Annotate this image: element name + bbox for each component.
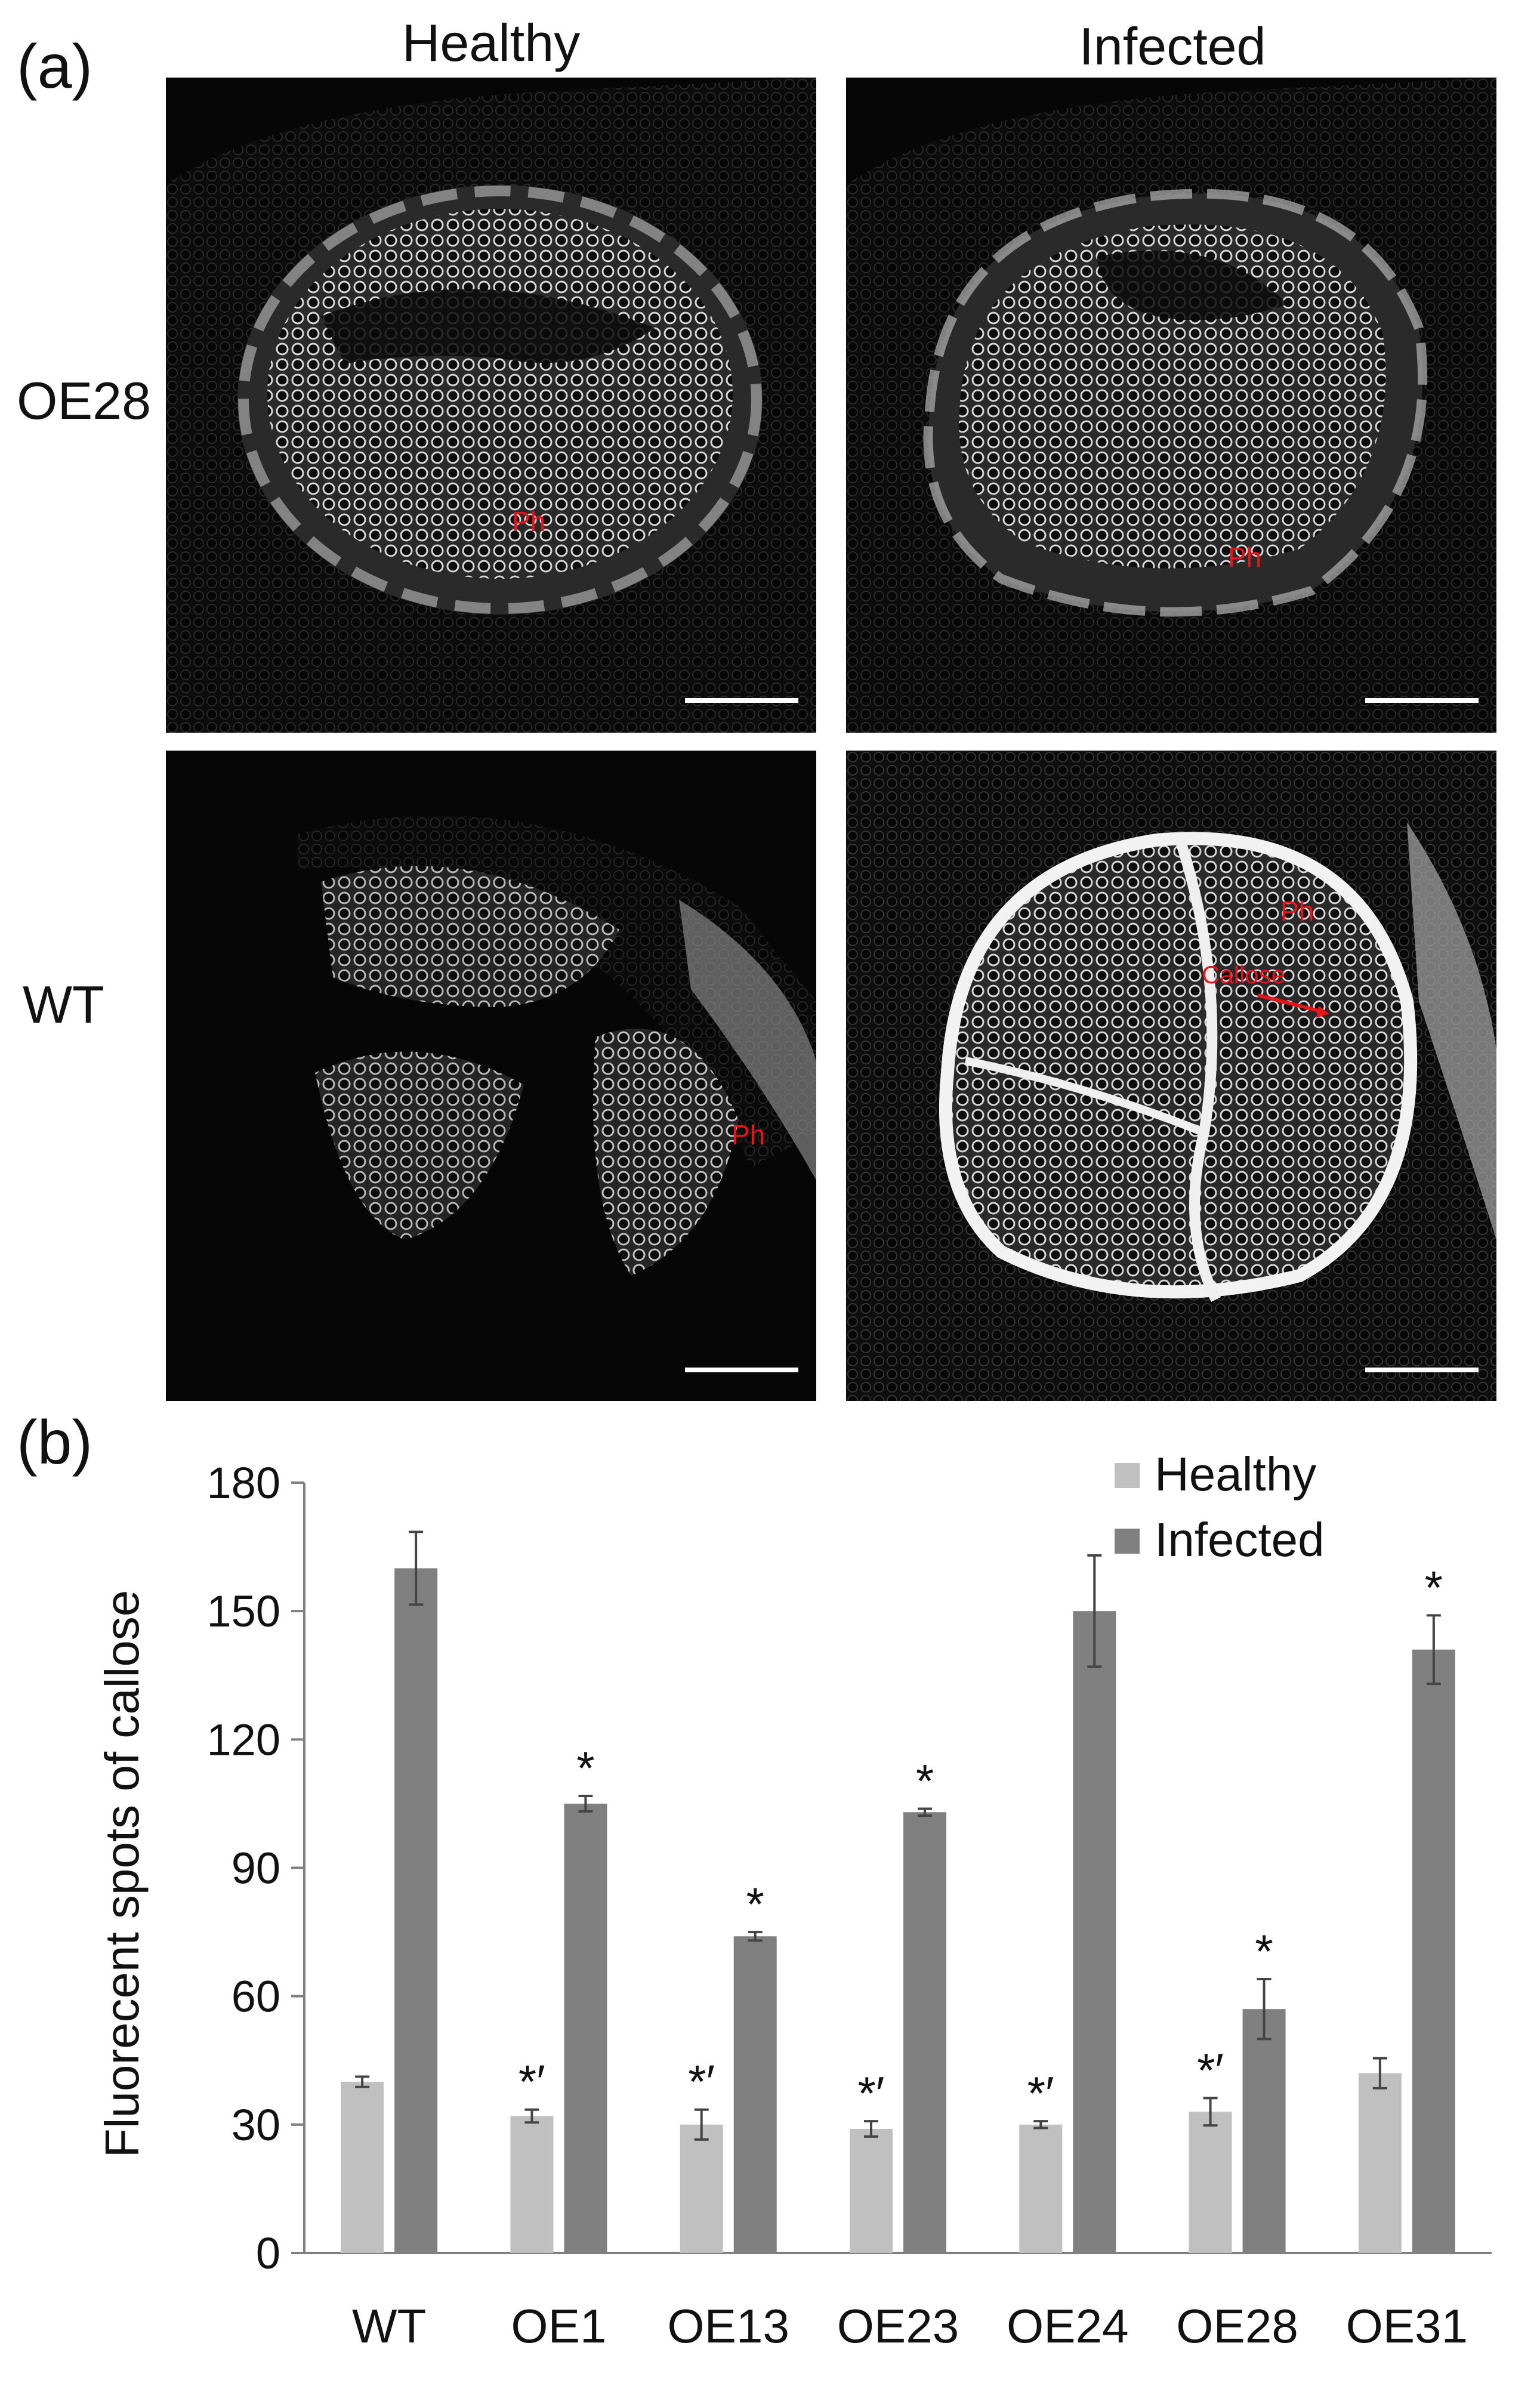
ph-label: Ph xyxy=(1280,896,1314,927)
bar-healthy xyxy=(1189,2112,1232,2253)
micrograph-oe28-infected: Ph xyxy=(846,78,1496,733)
micrograph-wt-healthy-image: Ph xyxy=(166,751,816,1401)
bar-healthy xyxy=(1019,2124,1063,2253)
significance-marker: *′ xyxy=(858,2067,885,2119)
micrograph-wt-infected: Ph Callose xyxy=(846,751,1496,1401)
bar-infected xyxy=(1412,1649,1455,2253)
y-tick-label: 60 xyxy=(232,1972,280,2021)
x-tick-label: OE28 xyxy=(1176,2300,1298,2353)
x-tick-label: WT xyxy=(352,2300,426,2353)
column-header-infected: Infected xyxy=(1079,17,1266,76)
bar-infected xyxy=(394,1568,438,2253)
significance-marker: *′ xyxy=(688,2055,715,2108)
significance-marker: *′ xyxy=(519,2055,545,2108)
callose-label: Callose xyxy=(1202,961,1285,989)
bars: *′ * *′ * *′ * *′ *′ * * xyxy=(341,1530,1455,2253)
bar-infected xyxy=(1242,2009,1286,2253)
ph-label: Ph xyxy=(512,506,545,537)
callose-arrow xyxy=(1257,993,1324,1014)
x-tick-label: OE1 xyxy=(511,2300,606,2353)
legend-swatch-infected xyxy=(1115,1529,1140,1554)
legend-label-infected: Infected xyxy=(1155,1513,1325,1566)
bar-infected xyxy=(1073,1611,1116,2253)
x-tick-label: OE24 xyxy=(1007,2300,1129,2353)
micrograph-wt-infected-image: Ph Callose xyxy=(846,751,1496,1401)
significance-marker: *′ xyxy=(1027,2067,1054,2119)
bar-infected xyxy=(903,1812,946,2253)
bar-healthy xyxy=(510,2116,554,2253)
bar-infected xyxy=(564,1803,607,2253)
micrograph-oe28-healthy-image: Ph xyxy=(166,78,816,733)
significance-marker: * xyxy=(576,1742,594,1794)
x-tick-label: OE31 xyxy=(1346,2300,1468,2353)
micrograph-oe28-healthy: Ph xyxy=(166,78,816,733)
panel-a-label: (a) xyxy=(17,32,93,101)
column-header-healthy: Healthy xyxy=(402,13,581,72)
micrograph-oe28-infected-image: Ph xyxy=(846,78,1496,733)
significance-marker: * xyxy=(1425,1561,1443,1613)
x-axis: WT OE1 OE13 OE23 OE24 OE28 OE31 xyxy=(304,2252,1492,2353)
panel-b-label: (b) xyxy=(17,1408,93,1477)
bar-healthy xyxy=(850,2129,893,2253)
y-axis: 0 30 60 90 120 150 180 xyxy=(207,1458,305,2278)
legend-swatch-healthy xyxy=(1115,1463,1140,1488)
y-axis-label: Fluorecent spots of callose xyxy=(95,1590,149,2158)
ph-label: Ph xyxy=(732,1119,765,1150)
row-header-oe28: OE28 xyxy=(17,371,152,430)
legend: Healthy Infected xyxy=(1115,1447,1325,1566)
legend-label-healthy: Healthy xyxy=(1155,1447,1316,1501)
x-tick-label: OE13 xyxy=(667,2300,789,2353)
y-tick-label: 150 xyxy=(207,1587,280,1636)
y-tick-label: 90 xyxy=(232,1844,280,1893)
micrograph-wt-healthy: Ph xyxy=(166,751,816,1401)
bar-healthy xyxy=(680,2124,723,2253)
bar-healthy xyxy=(341,2082,384,2253)
significance-marker: *′ xyxy=(1197,2044,1224,2096)
row-header-wt: WT xyxy=(23,975,104,1034)
bar-healthy xyxy=(1358,2073,1402,2253)
y-tick-label: 180 xyxy=(207,1458,280,1508)
x-tick-label: OE23 xyxy=(837,2300,959,2353)
significance-marker: * xyxy=(1255,1925,1273,1977)
y-tick-label: 30 xyxy=(232,2100,280,2150)
callose-bar-chart: 0 30 60 90 120 150 180 WT OE1 OE13 OE23 OE24 OE28 OE… xyxy=(95,1447,1492,2353)
significance-marker: * xyxy=(746,1878,764,1930)
y-tick-label: 0 xyxy=(256,2229,280,2278)
ph-label: Ph xyxy=(1228,542,1261,573)
callose-arrowhead xyxy=(1316,1006,1329,1018)
bar-infected xyxy=(733,1936,777,2253)
y-tick-label: 120 xyxy=(207,1715,280,1764)
significance-marker: * xyxy=(916,1755,934,1807)
